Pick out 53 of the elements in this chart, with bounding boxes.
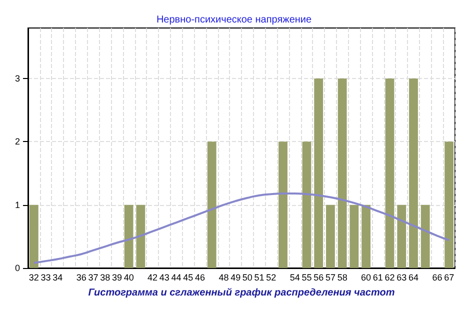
bar bbox=[350, 204, 359, 268]
x-tick-label: 37 bbox=[88, 272, 98, 282]
y-tick-label: 0 bbox=[14, 263, 20, 273]
x-tick-label: 38 bbox=[100, 272, 110, 282]
x-tick-label: 48 bbox=[218, 272, 229, 282]
bar bbox=[326, 204, 335, 268]
x-tick-label: 44 bbox=[171, 272, 182, 282]
x-tick-label: 63 bbox=[396, 272, 407, 282]
x-tick-label: 60 bbox=[361, 272, 372, 282]
x-tick-label: 45 bbox=[183, 272, 194, 282]
bar bbox=[362, 204, 370, 268]
line-series bbox=[32, 192, 450, 264]
bar bbox=[420, 204, 430, 268]
y-tick-label: 2 bbox=[14, 136, 20, 147]
bar bbox=[302, 142, 312, 268]
x-tick-label: 58 bbox=[337, 272, 348, 282]
bar bbox=[29, 204, 38, 268]
x-tick-label: 56 bbox=[314, 272, 324, 282]
x-tick-label: 54 bbox=[290, 272, 300, 282]
x-tick-label: 62 bbox=[384, 272, 395, 282]
x-axis-title: Гистограмма и сглаженный график распределения частот bbox=[88, 288, 395, 298]
x-tick-label: 39 bbox=[112, 272, 122, 282]
x-tick-label: 61 bbox=[372, 272, 383, 282]
x-tick-label: 50 bbox=[242, 272, 252, 282]
bar bbox=[385, 78, 394, 268]
x-tick-label: 42 bbox=[148, 272, 158, 282]
y-tick-label: 3 bbox=[14, 74, 20, 84]
bar bbox=[397, 204, 406, 268]
x-tick-label: 51 bbox=[254, 272, 264, 282]
x-tick-label: 57 bbox=[325, 272, 336, 282]
x-tick-label: 33 bbox=[40, 272, 51, 282]
x-tick-label: 34 bbox=[52, 272, 63, 282]
bar bbox=[136, 204, 146, 268]
x-tick-label: 66 bbox=[432, 272, 442, 282]
x-tick-label: 67 bbox=[444, 272, 454, 282]
bar bbox=[444, 142, 454, 268]
bar bbox=[314, 78, 324, 268]
x-tick-label: 36 bbox=[76, 272, 86, 282]
x-tick-label: 40 bbox=[124, 272, 134, 282]
y-tick-label: 1 bbox=[14, 200, 20, 210]
bar bbox=[278, 142, 288, 268]
x-tick-label: 52 bbox=[266, 272, 276, 282]
x-tick-label: 49 bbox=[230, 272, 241, 282]
x-tick-label: 43 bbox=[159, 272, 170, 282]
x-tick-label: 64 bbox=[408, 272, 418, 282]
bar bbox=[124, 204, 134, 268]
bar bbox=[207, 142, 216, 268]
bar bbox=[409, 78, 418, 268]
x-tick-label: 32 bbox=[28, 272, 39, 282]
bar bbox=[338, 78, 347, 268]
x-tick-label: 46 bbox=[194, 272, 205, 282]
x-tick-label: 55 bbox=[302, 272, 312, 282]
chart-title: Нервно-психическое напряжение bbox=[156, 14, 312, 26]
